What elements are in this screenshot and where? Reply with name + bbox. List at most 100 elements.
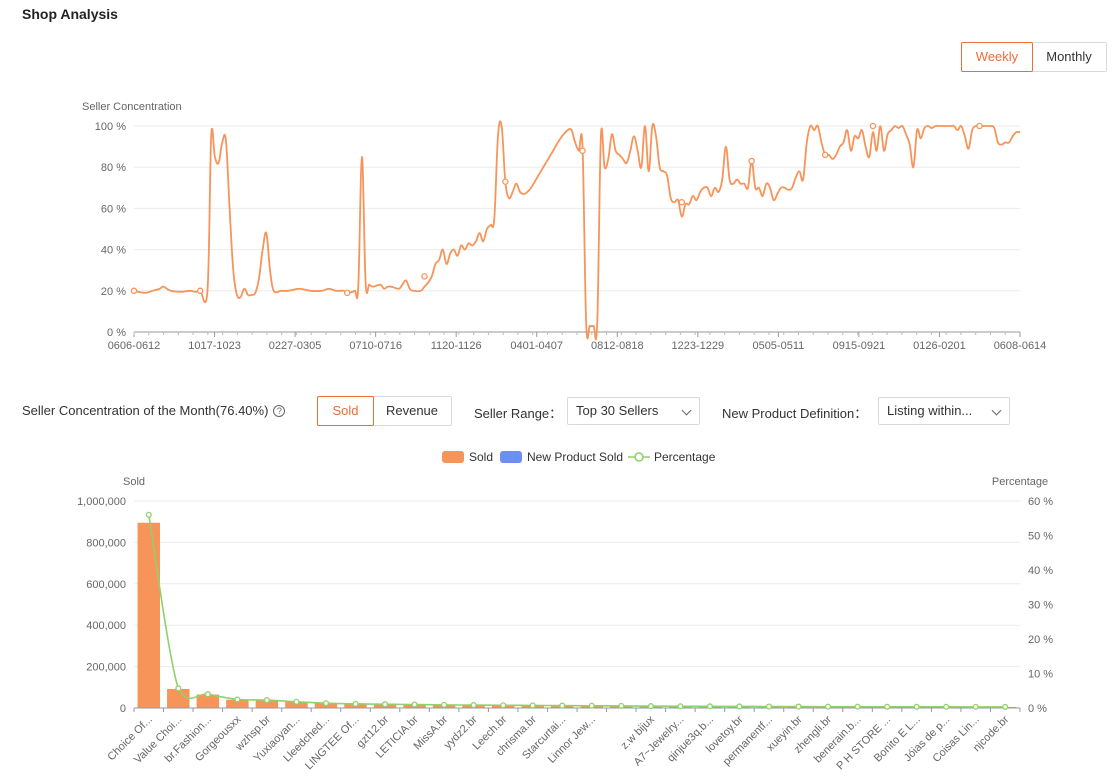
sold-bar	[137, 522, 160, 708]
percentage-point	[765, 703, 773, 710]
y-tick-label: 40 %	[101, 245, 126, 257]
percentage-point	[204, 691, 211, 698]
percentage-point	[913, 703, 920, 710]
seller-range-value: Top 30 Sellers	[576, 403, 659, 418]
percentage-point	[1002, 703, 1009, 710]
x-tick-label: 0401-0407	[510, 340, 563, 352]
x-category-label: LINGTEE Of...	[303, 714, 362, 773]
y-tick-label: 800,000	[86, 537, 126, 549]
sold-bar	[196, 694, 220, 708]
data-point	[421, 273, 428, 280]
y2-tick-label: 50 %	[1028, 531, 1053, 543]
percentage-point	[884, 703, 891, 710]
percentage-point	[736, 703, 743, 710]
sold-bar	[226, 699, 249, 708]
percentage-point	[263, 697, 270, 704]
data-point	[869, 122, 877, 130]
legend-swatch-0	[442, 451, 464, 463]
legend-swatch-1	[500, 451, 522, 463]
seller-concentration-line-chart: Seller Concentration 0 % 20 % 40 % 60 % 80 % 1…	[82, 101, 1047, 352]
percentage-point	[824, 703, 832, 710]
percentage-point	[411, 701, 418, 708]
percentage-point	[293, 698, 300, 705]
data-point	[502, 178, 509, 185]
data-point	[976, 122, 983, 130]
percentage-point	[588, 702, 595, 709]
percentage-point	[795, 703, 802, 710]
y2-tick-label: 10 %	[1028, 669, 1053, 681]
x-tick-label: 1120-1126	[431, 340, 482, 352]
x-tick-label: 0915-0921	[833, 340, 886, 352]
percentage-point	[972, 703, 979, 710]
seller-range-label: Seller Range：	[474, 406, 563, 421]
percentage-point	[381, 701, 389, 708]
percentage-point	[234, 696, 241, 703]
sold-bar	[167, 688, 190, 708]
x-tick-label: 0608-0614	[994, 340, 1047, 352]
data-point	[343, 289, 351, 297]
percentage-point	[352, 700, 359, 707]
new-product-definition-select[interactable]: Listing within...	[878, 397, 1010, 425]
monthly-button[interactable]: Monthly	[1032, 43, 1106, 71]
legend-label-1: New Product Sold	[527, 450, 623, 464]
x-tick-label: 1223-1229	[672, 340, 725, 352]
sold-bar	[255, 700, 279, 708]
legend-label-0: Sold	[469, 450, 493, 464]
y-tick-label: 0 %	[107, 327, 126, 339]
sold-button[interactable]: Sold	[317, 396, 374, 426]
data-point	[130, 287, 138, 295]
x-tick-label: 0812-0818	[591, 340, 644, 352]
y-axis-title: Seller Concentration	[82, 101, 182, 113]
percentage-point	[618, 702, 625, 709]
x-tick-label: 0606-0612	[108, 340, 161, 352]
y-tick-label: 600,000	[86, 579, 126, 591]
y-axis-title: Sold	[123, 476, 145, 488]
concentration-series-line	[133, 120, 1021, 341]
new-product-definition-label: New Product Definition：	[722, 406, 868, 421]
metric-toggle: Sold Revenue	[317, 396, 452, 426]
y2-tick-label: 40 %	[1028, 565, 1053, 577]
y2-tick-label: 30 %	[1028, 600, 1053, 612]
data-point	[579, 147, 586, 154]
concentration-label: Seller Concentration of the Month(76.40%…	[22, 403, 286, 418]
seller-range-select[interactable]: Top 30 Sellers	[567, 397, 700, 425]
y-tick-label: 20 %	[101, 286, 126, 298]
new-product-definition-value: Listing within...	[887, 403, 973, 418]
percentage-series-line	[147, 514, 1006, 708]
x-tick-label: 1017-1023	[188, 340, 241, 352]
data-point	[821, 151, 829, 159]
percentage-point	[322, 700, 330, 707]
percentage-point	[470, 702, 477, 709]
y2-tick-label: 0 %	[1028, 703, 1047, 715]
y-tick-label: 0	[120, 703, 126, 715]
period-toggle: Weekly Monthly	[961, 42, 1107, 72]
y-tick-label: 100 %	[95, 121, 126, 133]
x-tick-label: 0227-0305	[269, 340, 322, 352]
y-tick-label: 1,000,000	[77, 496, 126, 508]
data-point	[196, 287, 204, 295]
y-tick-label: 80 %	[101, 162, 126, 174]
x-tick-label: 0126-0201	[913, 340, 966, 352]
legend-label-2: Percentage	[654, 450, 716, 464]
data-point	[748, 157, 755, 165]
percentage-point	[500, 702, 507, 709]
y-tick-label: 400,000	[86, 620, 126, 632]
question-circle-icon[interactable]: ?	[273, 405, 286, 417]
y2-axis-title: Percentage	[992, 476, 1048, 488]
sold-bar	[285, 701, 308, 708]
data-point	[678, 198, 686, 206]
revenue-button[interactable]: Revenue	[373, 397, 451, 425]
y2-tick-label: 60 %	[1028, 496, 1053, 508]
percentage-point	[145, 511, 152, 518]
x-tick-label: 0710-0716	[349, 340, 402, 352]
percentage-point	[175, 685, 182, 692]
percentage-point	[529, 702, 536, 709]
percentage-point	[706, 703, 713, 710]
percentage-point	[559, 702, 566, 709]
weekly-button[interactable]: Weekly	[961, 42, 1033, 72]
concentration-label-text: Seller Concentration of the Month(76.40%…	[22, 403, 269, 418]
y2-tick-label: 20 %	[1028, 634, 1053, 646]
percentage-point	[677, 703, 684, 710]
percentage-point	[647, 703, 654, 710]
